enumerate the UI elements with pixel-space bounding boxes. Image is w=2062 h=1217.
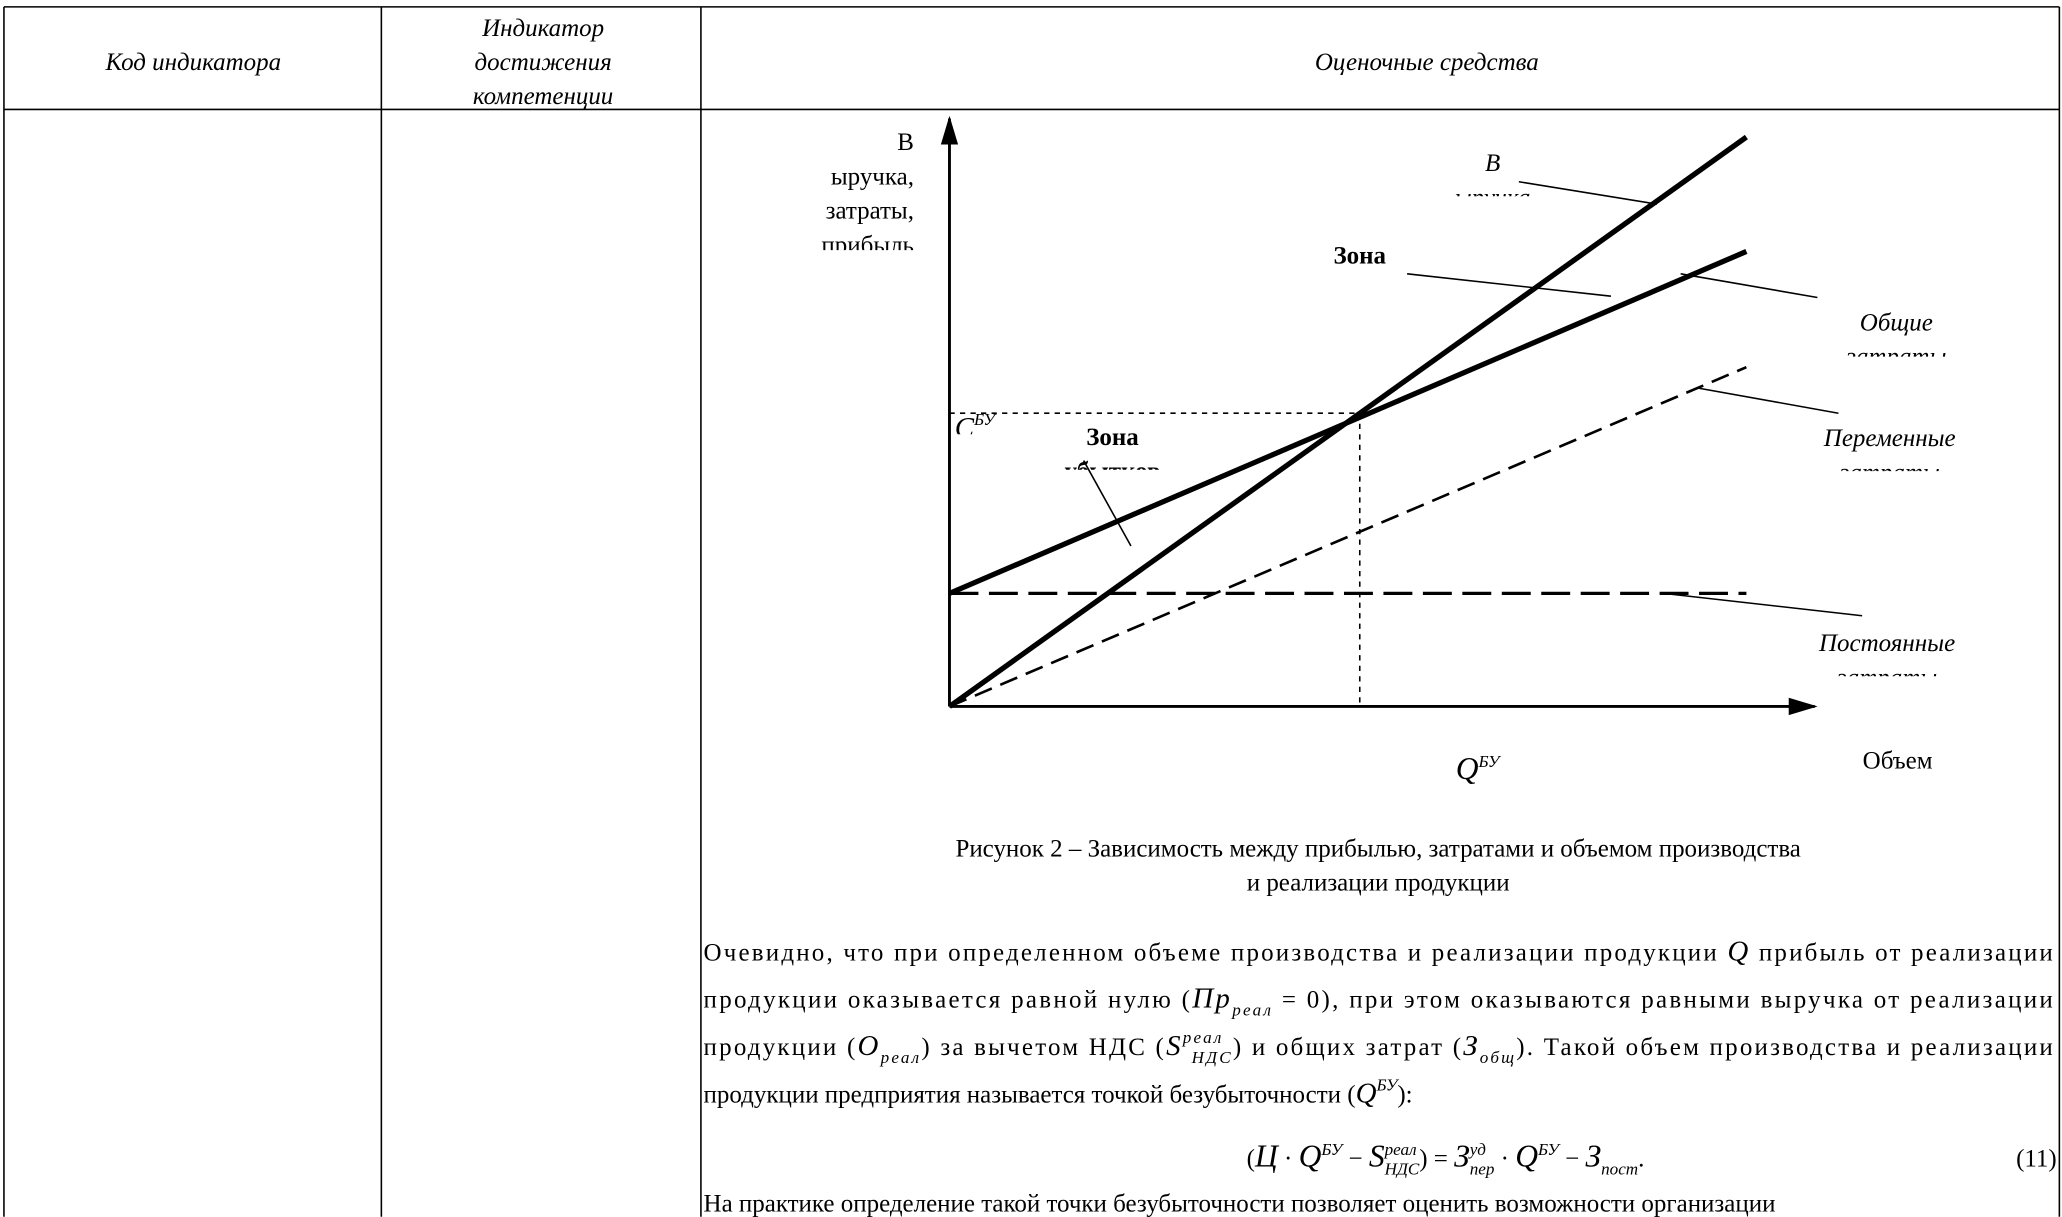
axis-label: ыручка, xyxy=(831,163,914,190)
text-run: На практике определение такой точки безу… xyxy=(704,1190,1776,1217)
text-run: = 0), при этом оказываются равными выруч… xyxy=(1273,987,2053,1014)
line-label: затраты xyxy=(1845,344,1946,371)
line-label: Переменные xyxy=(1823,425,1956,452)
text-run: ) = xyxy=(1419,1146,1454,1173)
text-run: Q xyxy=(1727,935,1748,967)
line-label: Общие xyxy=(1860,309,1933,336)
text-run: пер xyxy=(1470,1160,1495,1179)
header-cell: Индикатор xyxy=(481,15,604,42)
text-run: Q xyxy=(1356,1077,1377,1109)
text-run: НДС xyxy=(1384,1160,1420,1179)
text-run: прибыль от реализации xyxy=(1750,939,2052,966)
text-run: Очевидно, что при определенном объеме пр… xyxy=(704,939,1726,966)
caption: и реализации продукции xyxy=(1247,870,1510,897)
line-label: Постоянные xyxy=(1818,630,1955,657)
text-run: реал xyxy=(1384,1140,1417,1159)
text-run: продукции ( xyxy=(704,1034,856,1061)
paragraph-line: продукции предприятия называется точкой … xyxy=(704,1075,1413,1109)
paragraph-line: продукции оказывается равной нулю (Пр реа… xyxy=(704,983,2053,1020)
text-run: НДС xyxy=(1191,1048,1232,1067)
text-run: З xyxy=(1586,1139,1602,1174)
paragraph-line: Очевидно, что при определенном объеме пр… xyxy=(704,935,2053,967)
text-run: реал xyxy=(880,1048,920,1067)
text-run: − xyxy=(1342,1146,1369,1173)
text-run: БУ xyxy=(973,410,997,429)
text-run: З xyxy=(1454,1139,1470,1174)
text-run: C xyxy=(955,412,975,444)
text-run: общ xyxy=(1480,1048,1514,1067)
text-run: уд xyxy=(1468,1140,1487,1159)
text-run: − xyxy=(1559,1146,1586,1173)
text-run: · xyxy=(1278,1146,1299,1173)
text-run: БУ xyxy=(1537,1140,1561,1159)
zone-label: убытков xyxy=(1065,458,1161,485)
clipped-label: Общие затраты xyxy=(1845,309,1946,371)
caption: Рисунок 2 – Зависимость между прибылью, … xyxy=(955,835,1800,862)
zone-label: Зона xyxy=(1086,424,1139,451)
text-run: реал xyxy=(1231,1001,1271,1020)
text-run: ): xyxy=(1397,1081,1412,1108)
text-run: продукции предприятия называется точкой … xyxy=(704,1081,1356,1108)
text-run: S xyxy=(1166,1030,1180,1062)
axis-label: прибыль xyxy=(821,232,914,259)
c-label: CБУ xyxy=(955,410,998,444)
formula-number: (11) xyxy=(2016,1146,2057,1173)
text-run: . xyxy=(1638,1146,1644,1173)
clipped-label: Переменные затраты xyxy=(1823,425,1956,486)
clipped-label: CБУ xyxy=(955,410,998,444)
text-run: продукции оказывается равной нулю ( xyxy=(704,987,1190,1014)
paragraph-line: На практике определение такой точки безу… xyxy=(704,1190,1776,1217)
text-run: Q xyxy=(1515,1139,1538,1174)
line-label: затраты xyxy=(1836,664,1937,691)
table-grid xyxy=(3,6,2061,1217)
text-run: ) за вычетом НДС ( xyxy=(921,1034,1164,1061)
q-label: QБУ xyxy=(1456,751,1502,786)
diagram xyxy=(940,115,1863,716)
text-run: БУ xyxy=(1478,752,1502,771)
x-axis-label: Объем xyxy=(1863,747,1933,774)
header-cell: Код индикатора xyxy=(104,49,281,76)
text-run: · xyxy=(1494,1146,1515,1173)
header-cell: Оценочные средства xyxy=(1315,49,1539,76)
text-run: О xyxy=(857,1030,878,1062)
text-run: реал xyxy=(1182,1028,1222,1047)
line-label: ыручка xyxy=(1455,184,1531,211)
text-run: БУ xyxy=(1320,1140,1344,1159)
text-run: Пр xyxy=(1191,983,1230,1015)
line-label: затраты xyxy=(1839,459,1940,486)
header-cell: компетенции xyxy=(473,83,613,110)
header-cell: достижения xyxy=(475,49,612,76)
text-run: ). Такой объем производства и реализации xyxy=(1516,1034,2053,1061)
text-run: БУ xyxy=(1375,1075,1399,1094)
text-run: пост xyxy=(1601,1160,1638,1179)
text-run: ( xyxy=(1247,1146,1255,1173)
text-run: Ц xyxy=(1254,1139,1280,1174)
formula: (Ц · QБУ − Sреал НДС) = Зуд пер · QБУ − Зп… xyxy=(1247,1139,1645,1179)
text-run: S xyxy=(1369,1139,1385,1174)
line-label: В xyxy=(1485,150,1500,177)
text-run: Q xyxy=(1456,751,1479,786)
text-run: ) и общих затрат ( xyxy=(1233,1034,1461,1061)
axis-label: В xyxy=(897,129,914,156)
text-run: Q xyxy=(1299,1139,1322,1174)
clipped-label: Постоянные затраты xyxy=(1818,630,1955,691)
text-run: З xyxy=(1463,1030,1477,1062)
axis-label: затраты, xyxy=(826,198,914,225)
clipped-label: Зона убытков xyxy=(1065,424,1161,485)
zone-label: Зона xyxy=(1333,242,1386,269)
